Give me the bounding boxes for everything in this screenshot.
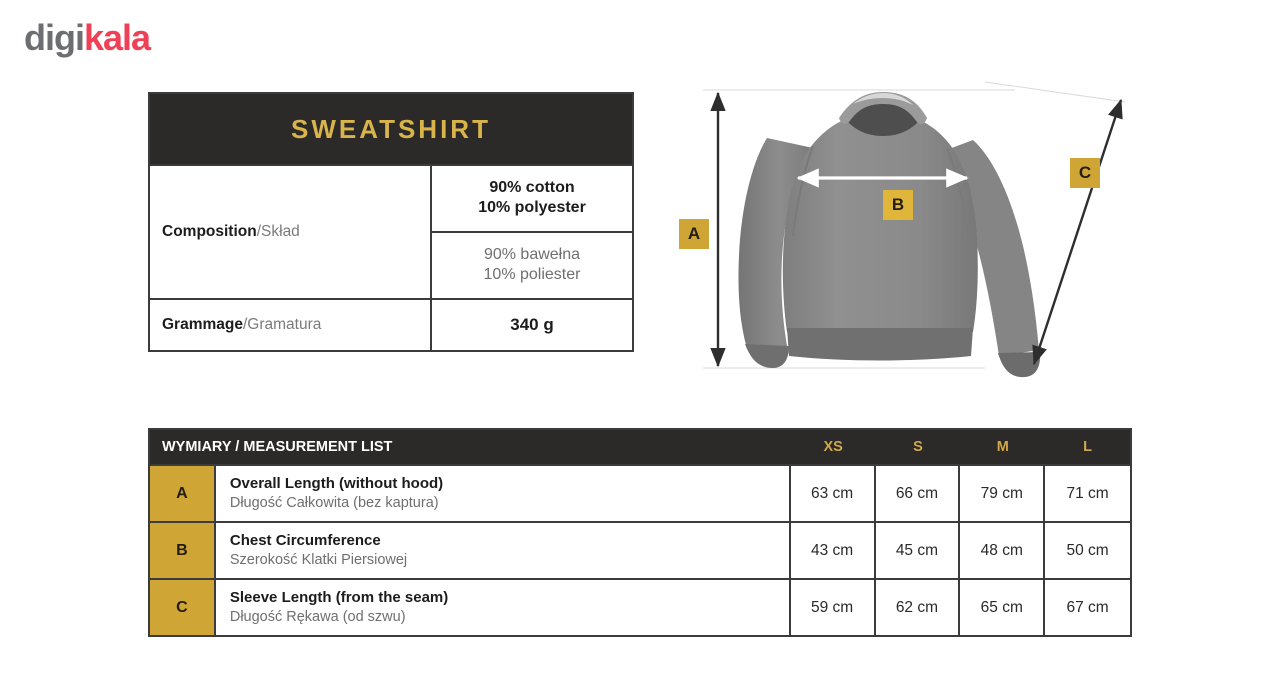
table-row: A Overall Length (without hood) Długość … (150, 464, 1130, 521)
figure-badge-a: A (679, 219, 709, 249)
measurement-c-l: 67 cm (1066, 598, 1109, 616)
spec-label-grammage-en: Grammage (162, 315, 243, 333)
left-sleeve (738, 138, 813, 348)
figure-badge-c: C (1070, 158, 1100, 188)
arrow-c-sleeve-length (1032, 98, 1123, 366)
composition-pl-line1: 90% bawełna (483, 245, 581, 263)
composition-en-line2: 10% polyester (478, 199, 586, 217)
measurement-a-l: 71 cm (1066, 484, 1109, 502)
spec-label-composition-en: Composition (162, 222, 257, 240)
measurement-b-l: 50 cm (1066, 541, 1109, 559)
spec-label-grammage: Grammage / Gramatura (150, 299, 432, 350)
measurement-name-en-b: Chest Circumference (229, 531, 381, 549)
logo-text-accent: kala (83, 17, 151, 58)
spec-values-grammage: 340 g (432, 300, 632, 350)
spec-label-composition-sep: / (256, 222, 262, 240)
measurement-list-table: WYMIARY / MEASUREMENT LIST XS S M L A Ov… (148, 428, 1132, 637)
measurement-desc-c: Sleeve Length (from the seam) Długość Rę… (216, 580, 791, 635)
size-column-header-l: L (1083, 439, 1093, 455)
measurement-b-xs: 43 cm (791, 523, 876, 578)
spec-row-composition: Composition / Skład 90% cotton 10% polye… (150, 164, 632, 298)
spec-row-grammage: Grammage / Gramatura 340 g (150, 297, 632, 350)
measurement-a-xs: 63 cm (791, 466, 876, 521)
guide-lines (703, 81, 1126, 369)
spec-label-grammage-sep: / (242, 315, 248, 333)
measurement-b-m: 48 cm (960, 523, 1046, 578)
hem-band (787, 328, 973, 361)
table-row: C Sleeve Length (from the seam) Długość … (150, 578, 1130, 635)
composition-english: 90% cotton 10% polyester (432, 166, 632, 231)
digikala-logo: digikala (24, 17, 151, 58)
right-shoulder-seam (946, 147, 970, 243)
measurement-c-xs: 59 cm (791, 580, 876, 635)
measurement-name-pl-b: Szerokość Klatki Piersiowej (229, 551, 408, 568)
right-cuff (998, 352, 1041, 378)
size-column-header-m: M (996, 439, 1009, 455)
composition-polish: 90% bawełna 10% poliester (432, 230, 632, 298)
measurement-a-s: 66 cm (876, 466, 961, 521)
measurement-name-en-c: Sleeve Length (from the seam) (229, 588, 449, 606)
spec-label-composition: Composition / Skład (150, 166, 432, 298)
measurement-name-pl-c: Długość Rękawa (od szwu) (229, 608, 406, 625)
measurement-table-header: WYMIARY / MEASUREMENT LIST XS S M L (150, 430, 1130, 464)
sweatshirt-illustration (738, 92, 1041, 378)
measurement-c-m: 65 cm (960, 580, 1046, 635)
composition-pl-line2: 10% poliester (483, 266, 581, 284)
grammage-value: 340 g (510, 314, 554, 334)
figure-badge-b: B (883, 190, 913, 220)
spec-values-composition: 90% cotton 10% polyester 90% bawełna 10%… (432, 166, 632, 298)
spec-label-grammage-pl: Gramatura (247, 315, 322, 333)
garment-diagram: A B C (655, 60, 1155, 390)
measurement-key-c: C (150, 580, 216, 635)
measurement-a-m: 79 cm (960, 466, 1046, 521)
table-row: B Chest Circumference Szerokość Klatki P… (150, 521, 1130, 578)
size-column-header-s: S (913, 439, 923, 455)
measurement-name-en-a: Overall Length (without hood) (229, 474, 444, 492)
measurement-key-b: B (150, 523, 216, 578)
measurement-header-title: WYMIARY / MEASUREMENT LIST (162, 439, 393, 455)
measurement-desc-b: Chest Circumference Szerokość Klatki Pie… (216, 523, 791, 578)
measurement-c-s: 62 cm (876, 580, 961, 635)
product-title: SWEATSHIRT (150, 94, 632, 164)
measurement-b-s: 45 cm (876, 523, 961, 578)
composition-en-line1: 90% cotton (489, 179, 575, 196)
measurement-desc-a: Overall Length (without hood) Długość Ca… (216, 466, 791, 521)
spec-label-composition-pl: Skład (261, 222, 300, 240)
size-column-header-xs: XS (823, 439, 843, 455)
measurement-key-a: A (150, 466, 216, 521)
collar-inner-highlight (853, 93, 913, 105)
left-cuff (745, 344, 789, 368)
torso (782, 112, 978, 332)
product-spec-table: SWEATSHIRT Composition / Skład 90% cotto… (148, 92, 634, 352)
measurement-name-pl-a: Długość Całkowita (bez kaptura) (229, 494, 439, 511)
logo-text-primary: digi (24, 17, 85, 58)
